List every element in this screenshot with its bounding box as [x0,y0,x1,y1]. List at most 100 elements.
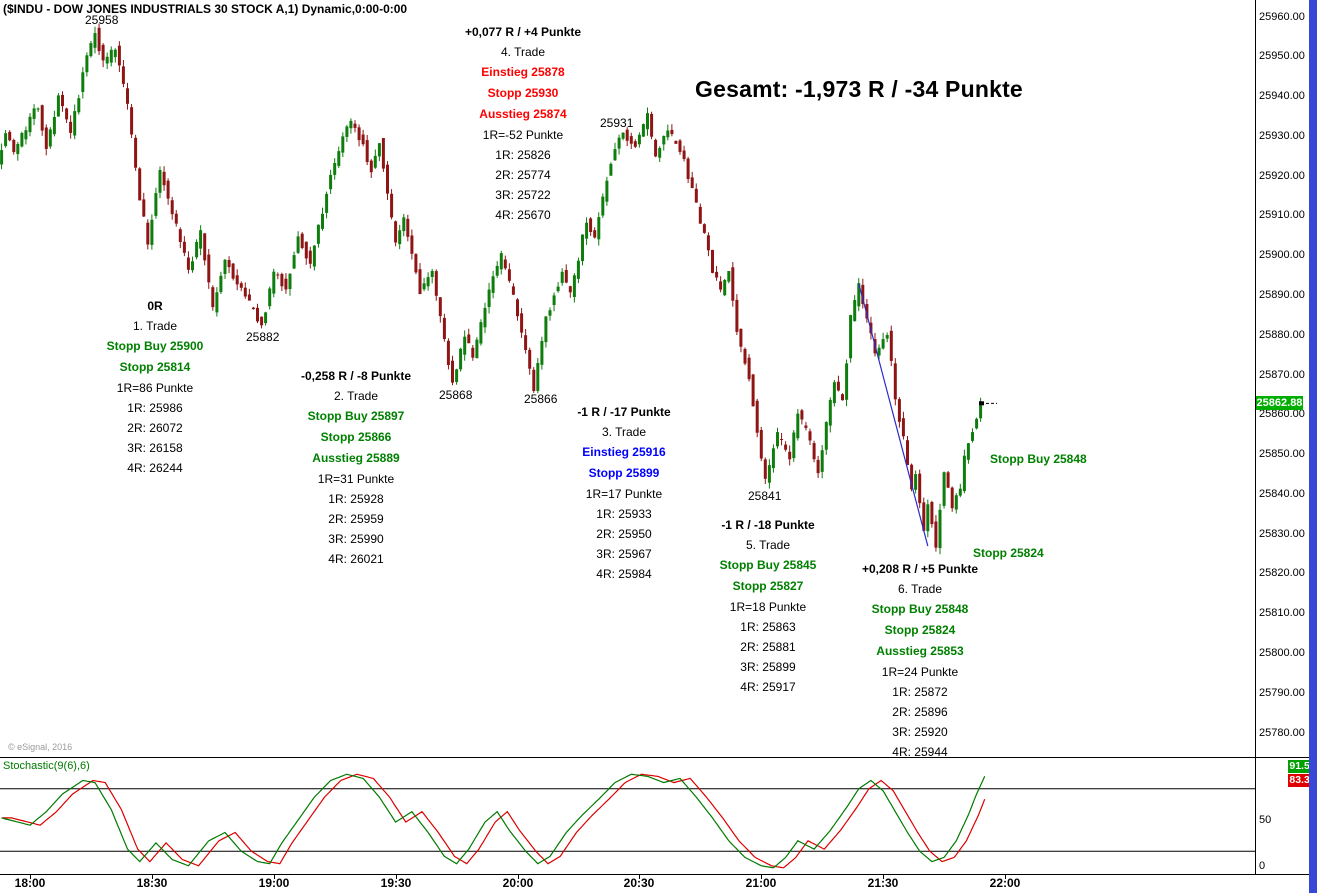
panel-separator-line [0,757,1309,758]
trade-name: 4. Trade [500,45,546,59]
trade-result: +0,208 R / +5 Punkte [861,562,979,576]
time-tick [396,874,397,879]
trade-target-label: 2R: 25950 [596,527,652,541]
trade-risk-label: 1R=17 Punkte [585,487,663,501]
time-axis-line [0,874,1309,875]
trade-target-label: 3R: 25967 [596,547,652,561]
trade-name: 1. Trade [132,319,178,333]
copyright-label: © eSignal, 2016 [8,742,73,752]
time-tick [152,874,153,879]
stochastic-k-line [1,773,986,869]
trade-level-label: Stopp Buy 25900 [106,339,204,353]
trade-target-label: 1R: 25872 [892,685,948,699]
price-axis-label: 25890.00 [1259,289,1305,301]
time-axis-label: 19:30 [380,876,412,890]
price-axis-label: 25900.00 [1259,249,1305,261]
trade-risk-label: 1R=86 Punkte [116,381,194,395]
swing-price-label: 25958 [85,13,119,27]
price-axis-label: 25820.00 [1259,567,1305,579]
trade-annotation: 0R 1. Trade Stopp Buy 25900 Stopp 25814 1R=8… [60,296,250,478]
trade-target-label: 2R: 25896 [892,705,948,719]
trade-target-label: 2R: 25959 [328,512,384,526]
time-tick [639,874,640,879]
trade-target-label: 3R: 25722 [495,188,551,202]
stochastic-axis-50: 50 [1259,814,1272,826]
trade-level-label: Stopp Buy 25845 [719,558,817,572]
time-axis-label: 22:00 [989,876,1021,890]
trade-target-label: 1R: 25826 [495,148,551,162]
trade-level-label: Stopp 25827 [732,579,804,593]
stochastic-d-line [1,773,986,869]
trade-target-label: 2R: 25881 [740,640,796,654]
time-axis-label: 20:30 [623,876,655,890]
trade-target-label: 3R: 25990 [328,532,384,546]
trade-risk-label: 1R=18 Punkte [729,600,807,614]
trade-level-label: Stopp 25814 [119,360,191,374]
price-axis-label: 25870.00 [1259,369,1305,381]
trade-result: +0,077 R / +4 Punkte [464,25,582,39]
trade-level-label: Ausstieg 25874 [479,107,567,121]
swing-price-label: 25882 [246,330,280,344]
time-axis-label: 18:00 [14,876,46,890]
trade-level-label: Stopp 25824 [884,623,956,637]
time-axis-label: 19:00 [258,876,290,890]
price-axis-label: 25940.00 [1259,90,1305,102]
price-axis-label: 25910.00 [1259,209,1305,221]
price-axis-label: 25850.00 [1259,448,1305,460]
axis-separator-line [1255,0,1256,874]
trade-level-label: Ausstieg 25889 [312,451,400,465]
time-tick [274,874,275,879]
trade-risk-label: 1R=24 Punkte [881,665,959,679]
vertical-scrollbar[interactable] [1309,0,1317,893]
trade-target-label: 3R: 25899 [740,660,796,674]
trade-result: 0R [147,299,163,313]
total-result-label: Gesamt: -1,973 R / -34 Punkte [695,76,1023,102]
last-price-marker [979,401,984,406]
time-axis-label: 21:00 [745,876,777,890]
candlestick-chart[interactable] [0,0,1255,757]
trade-name: 5. Trade [745,538,791,552]
price-axis-label: 25930.00 [1259,130,1305,142]
trade-result: -0,258 R / -8 Punkte [300,369,412,383]
trade-annotation: -1 R / -18 Punkte 5. Trade Stopp Buy 25845… [673,515,863,697]
stochastic-axis-0: 0 [1259,860,1266,872]
trade-target-label: 2R: 25774 [495,168,551,182]
trade-level-label: Einstieg 25916 [582,445,666,459]
trade-target-label: 3R: 25920 [892,725,948,739]
time-tick [518,874,519,879]
trade-target-label: 4R: 25944 [892,745,948,759]
trade-level-label: Stopp Buy 25897 [307,409,405,423]
trade-target-label: 1R: 25863 [740,620,796,634]
stochastic-panel[interactable] [0,758,1255,874]
trade-name: 2. Trade [333,389,379,403]
trade-annotation: +0,077 R / +4 Punkte 4. Trade Einstieg 258… [428,22,618,225]
swing-price-label: 25841 [748,489,782,503]
trade-target-label: 4R: 25670 [495,208,551,222]
price-axis-label: 25840.00 [1259,488,1305,500]
trade-result: -1 R / -17 Punkte [577,405,671,419]
trade-target-label: 4R: 26244 [127,461,183,475]
trade-level-label: Einstieg 25878 [481,65,565,79]
swing-price-label: 25868 [439,388,473,402]
trade-target-label: 1R: 25928 [328,492,384,506]
trade-target-label: 2R: 26072 [127,421,183,435]
trade-risk-label: 1R=31 Punkte [317,472,395,486]
price-axis-label: 25810.00 [1259,607,1305,619]
trade-annotation: -0,258 R / -8 Punkte 2. Trade Stopp Buy 25… [261,366,451,569]
trade-target-label: 1R: 25933 [596,507,652,521]
price-axis-label: 25800.00 [1259,647,1305,659]
trade-level-label: Ausstieg 25853 [876,644,964,658]
trade-level-label: Stopp 25899 [588,466,660,480]
stop-level-label: Stopp 25824 [973,546,1044,560]
price-axis-label: 25950.00 [1259,50,1305,62]
price-axis-label: 25960.00 [1259,11,1305,23]
time-tick [30,874,31,879]
time-tick [761,874,762,879]
time-axis-label: 18:30 [136,876,168,890]
price-axis-label: 25830.00 [1259,528,1305,540]
entry-trendline [858,283,929,547]
trade-level-label: Stopp Buy 25848 [871,602,969,616]
price-axis-label: 25780.00 [1259,727,1305,739]
price-axis-label: 25790.00 [1259,687,1305,699]
